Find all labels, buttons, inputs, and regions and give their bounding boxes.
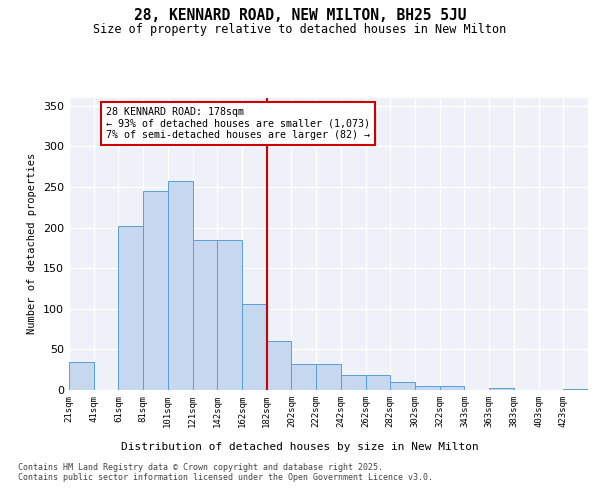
- Bar: [143, 191, 168, 390]
- Bar: [341, 376, 365, 390]
- Text: Size of property relative to detached houses in New Milton: Size of property relative to detached ho…: [94, 22, 506, 36]
- Bar: [440, 386, 464, 390]
- Bar: [217, 240, 242, 390]
- Bar: [563, 389, 588, 390]
- Bar: [316, 364, 341, 390]
- Text: Distribution of detached houses by size in New Milton: Distribution of detached houses by size …: [121, 442, 479, 452]
- Bar: [118, 226, 143, 390]
- Text: Contains HM Land Registry data © Crown copyright and database right 2025.
Contai: Contains HM Land Registry data © Crown c…: [18, 462, 433, 482]
- Bar: [168, 181, 193, 390]
- Bar: [193, 240, 217, 390]
- Bar: [242, 304, 267, 390]
- Bar: [390, 382, 415, 390]
- Bar: [415, 386, 440, 390]
- Bar: [489, 388, 514, 390]
- Bar: [365, 376, 390, 390]
- Y-axis label: Number of detached properties: Number of detached properties: [28, 153, 37, 334]
- Bar: [69, 362, 94, 390]
- Text: 28, KENNARD ROAD, NEW MILTON, BH25 5JU: 28, KENNARD ROAD, NEW MILTON, BH25 5JU: [134, 8, 466, 22]
- Bar: [267, 341, 292, 390]
- Text: 28 KENNARD ROAD: 178sqm
← 93% of detached houses are smaller (1,073)
7% of semi-: 28 KENNARD ROAD: 178sqm ← 93% of detache…: [106, 108, 370, 140]
- Bar: [292, 364, 316, 390]
